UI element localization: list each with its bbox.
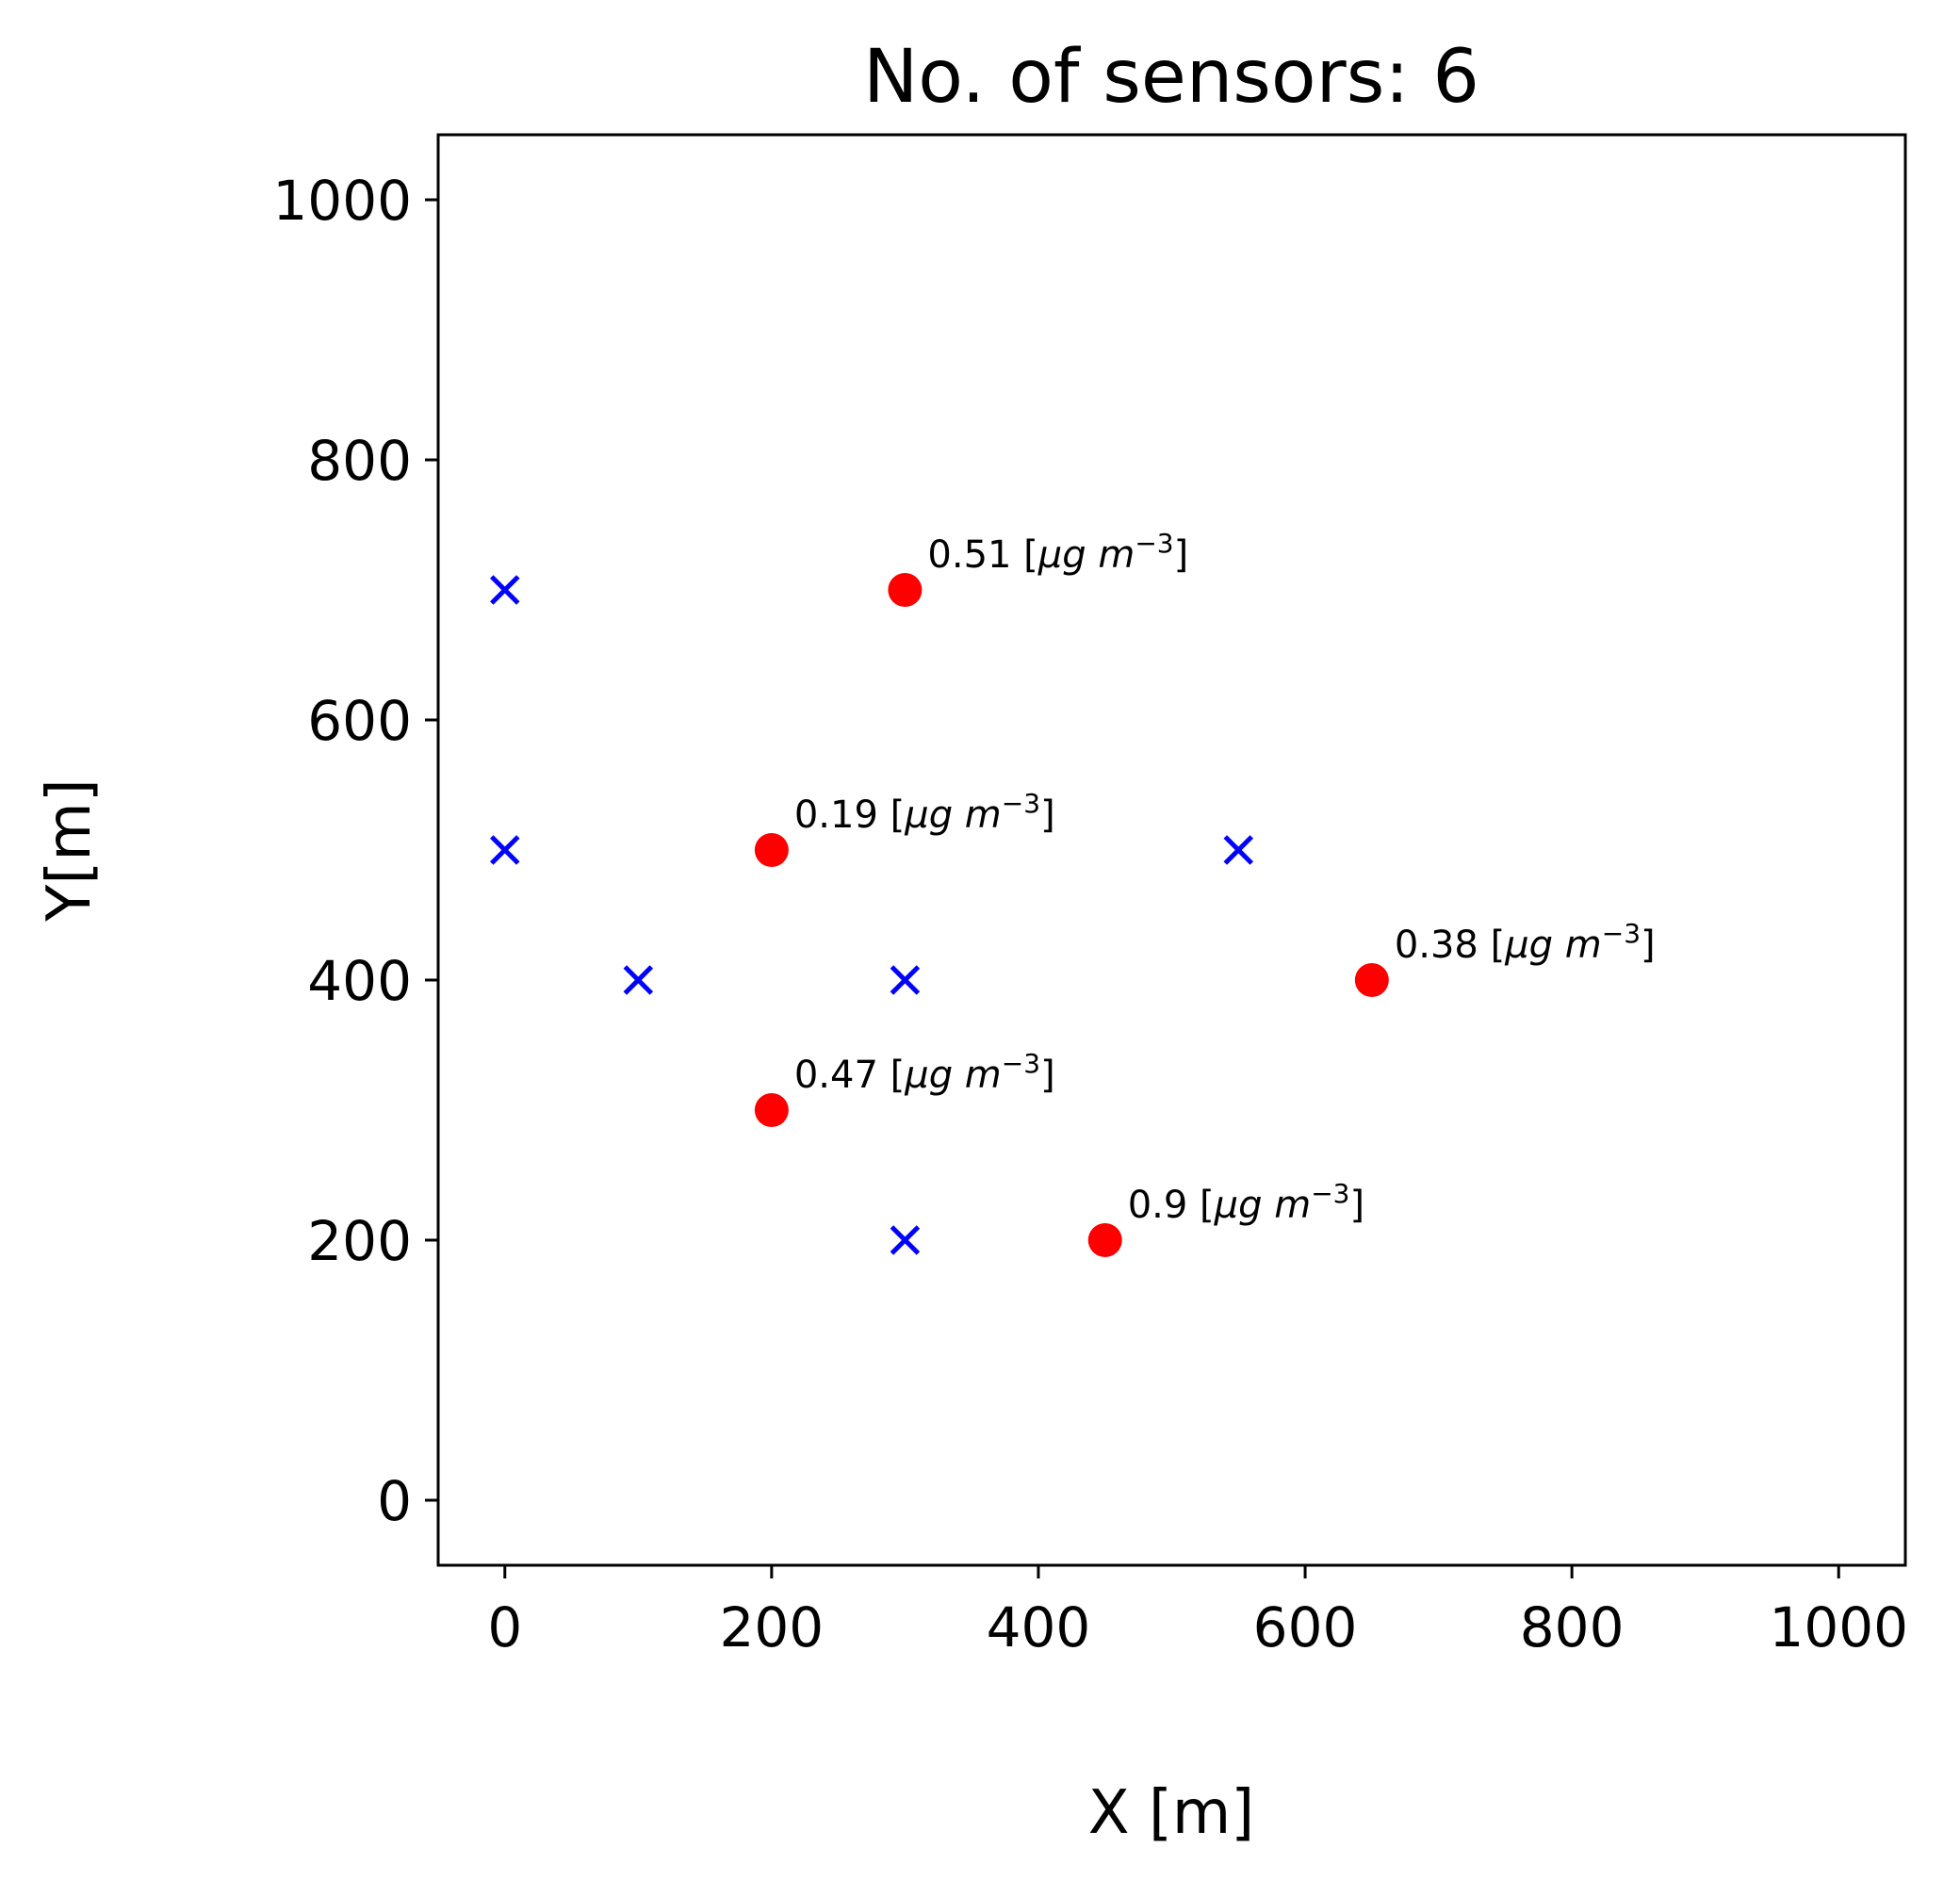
x-tick-label: 400 [987,1595,1091,1659]
unit-exponent: −3 [1311,1178,1349,1209]
sensor-x-marker [890,965,921,995]
x-marker-stroke [490,835,520,865]
unit-exponent: −3 [1002,1048,1040,1079]
x-tick-label: 800 [1520,1595,1625,1659]
x-marker-stroke [623,965,654,995]
x-marker-stroke [1223,835,1254,865]
y-axis-label: Y[m] [35,778,105,922]
chart-title: No. of sensors: 6 [863,35,1479,120]
unit-exponent: −3 [1135,528,1173,559]
concentration-value: 0.47 [794,1054,878,1097]
source-point [754,833,789,867]
y-tick-label: 800 [307,429,412,493]
concentration-label: 0.9 [μg m−3] [1128,1178,1364,1227]
unit-length: m [1553,924,1602,967]
x-tick-label: 600 [1253,1595,1358,1659]
concentration-value: 0.51 [927,533,1011,577]
unit-mass: μg [1037,533,1086,577]
unit-length: m [1086,533,1135,577]
x-axis: 0 200 400 600 800 1000 [487,1565,1908,1659]
unit-exponent: −3 [1602,918,1641,949]
unit-bracket-open: [ [878,1054,905,1097]
x-marker-stroke [890,965,921,995]
unit-bracket-close: ] [1040,793,1055,837]
x-marker-stroke [490,575,520,605]
unit-mass: μg [1214,1184,1263,1227]
unit-length: m [953,793,1002,837]
unit-bracket-open: [ [1011,533,1037,577]
y-tick-label: 0 [377,1469,412,1533]
y-tick-label: 200 [307,1209,412,1273]
x-axis-label: X [m] [1088,1778,1254,1848]
y-axis: 0 200 400 600 800 1000 [272,169,438,1533]
unit-length: m [953,1054,1002,1097]
unit-length: m [1263,1184,1312,1227]
x-tick-label: 200 [720,1595,825,1659]
concentration-label: 0.51 [μg m−3] [927,528,1188,577]
unit-mass: μg [1504,924,1553,967]
concentration-value: 0.38 [1395,924,1478,967]
unit-exponent: −3 [1002,788,1040,819]
concentration-label: 0.38 [μg m−3] [1395,918,1656,967]
unit-mass: μg [904,1054,953,1097]
unit-bracket-open: [ [1187,1184,1214,1227]
sensor-x-marker [890,1225,921,1255]
x-tick-label: 0 [487,1595,522,1659]
y-tick-label: 1000 [272,169,412,233]
x-tick-label: 1000 [1769,1595,1908,1659]
unit-bracket-close: ] [1641,924,1656,967]
sensor-x-marker [490,835,520,865]
unit-bracket-close: ] [1174,533,1189,577]
y-tick-label: 400 [307,949,412,1013]
concentration-label: 0.47 [μg m−3] [794,1048,1055,1097]
plot-area-frame [436,133,1907,1567]
unit-bracket-open: [ [1478,924,1505,967]
sensor-x-marker [623,965,654,995]
unit-mass: μg [904,793,953,837]
y-tick-label: 600 [307,689,412,753]
concentration-value: 0.9 [1128,1184,1188,1227]
source-point [1087,1223,1122,1257]
sensor-x-marker [490,575,520,605]
concentration-value: 0.19 [794,793,878,837]
unit-bracket-open: [ [878,793,905,837]
plot-marks: 0.51 [μg m−3]0.19 [μg m−3]0.38 [μg m−3]0… [490,528,1656,1257]
source-point [754,1093,789,1127]
source-point [1354,963,1389,997]
concentration-label: 0.19 [μg m−3] [794,788,1055,837]
x-marker-stroke [890,1225,921,1255]
sensor-x-marker [1223,835,1254,865]
unit-bracket-close: ] [1349,1184,1364,1227]
source-point [888,573,923,607]
unit-bracket-close: ] [1040,1054,1055,1097]
